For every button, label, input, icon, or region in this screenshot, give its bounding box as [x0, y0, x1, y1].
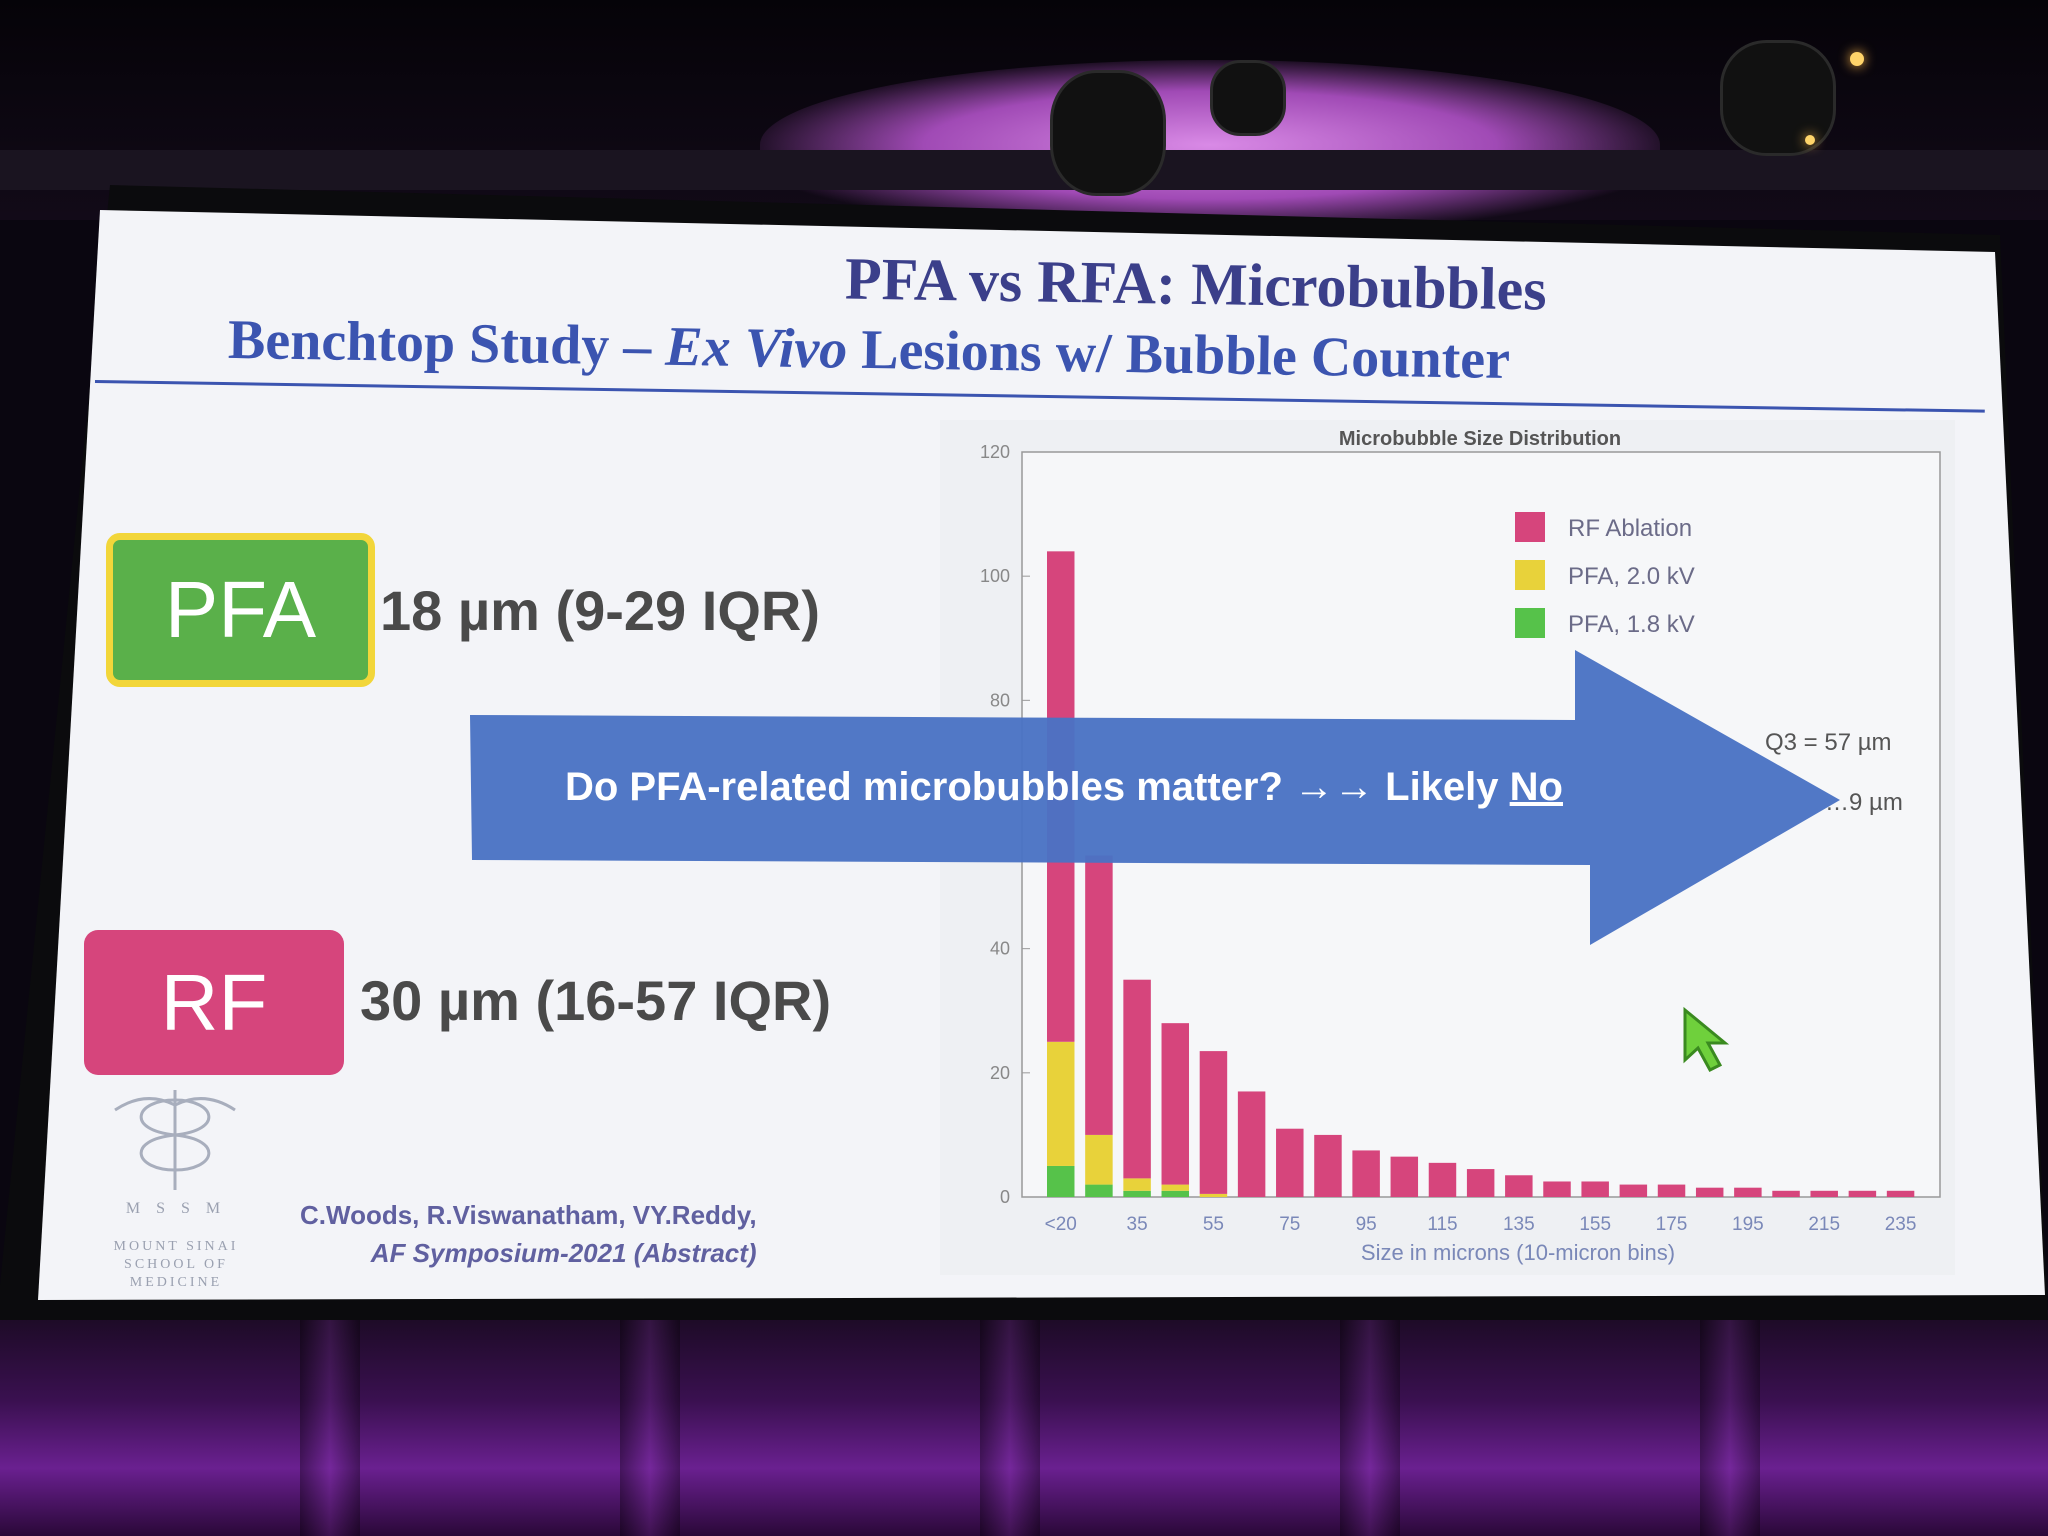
- stage-light-fixture: [1720, 40, 1836, 156]
- lighting-truss: [0, 150, 2048, 190]
- bar-segment: [1047, 1041, 1075, 1166]
- q3-annotation: Q3 = 57 µm: [1765, 729, 1892, 756]
- y-axis: 0 20 40 80 100 120: [980, 442, 1030, 1207]
- callout-arrow: [470, 650, 1840, 945]
- chart-title: Microbubble Size Distribution: [1339, 428, 1621, 450]
- partial-annotation: …9 µm: [1825, 789, 1903, 816]
- bar-segment: [1123, 1190, 1151, 1197]
- bar-segment: [1848, 1190, 1877, 1197]
- stage-curtain: [0, 1310, 2048, 1536]
- pfa-median-stat: 18 µm (9-29 IQR): [380, 579, 820, 642]
- bar-segment: [1695, 1187, 1724, 1197]
- bar-segment: [1810, 1190, 1838, 1197]
- callout-text: Do PFA-related microbubbles matter? →→ L…: [565, 765, 1563, 809]
- bar-segment: [1161, 1190, 1190, 1197]
- stage-spotlight: [1805, 135, 1815, 145]
- x-tick-label: 175: [1656, 1214, 1688, 1235]
- curtain-fold: [1700, 1310, 1760, 1536]
- x-tick-label: 55: [1203, 1214, 1224, 1235]
- bar-segment: [1657, 1184, 1686, 1197]
- curtain-fold: [980, 1310, 1040, 1536]
- bar-segment: [1123, 1178, 1151, 1191]
- rf-median-stat: 30 µm (16-57 IQR): [360, 969, 832, 1032]
- legend-swatch: [1515, 560, 1545, 590]
- bar-segment: [1466, 1169, 1495, 1197]
- bar-segment: [1237, 1091, 1266, 1197]
- x-tick-label: 135: [1503, 1214, 1535, 1235]
- medical-caduceus-logo: [114, 1090, 236, 1190]
- curtain-fold: [1340, 1310, 1400, 1536]
- bar-segment: [1352, 1150, 1380, 1197]
- bar-segment: [1428, 1162, 1457, 1197]
- rf-badge: RF: [84, 930, 344, 1075]
- bar-segment: [1505, 1175, 1533, 1197]
- x-axis-label: Size in microns (10-micron bins): [1361, 1240, 1675, 1265]
- bar-segment: [1085, 1184, 1113, 1197]
- legend-label: RF Ablation: [1568, 515, 1692, 542]
- bar-segment: [1886, 1190, 1915, 1197]
- x-tick-label: 35: [1127, 1214, 1148, 1235]
- x-tick-label: 215: [1808, 1214, 1840, 1235]
- cursor-arrow-icon: [1683, 1006, 1730, 1072]
- x-tick-label: 155: [1579, 1214, 1611, 1235]
- y-tick-label: 80: [990, 690, 1010, 710]
- x-tick-label: <20: [1045, 1214, 1077, 1235]
- pfa-badge: PFA: [106, 533, 375, 687]
- bar-segment: [1314, 1134, 1342, 1197]
- y-tick-label: 20: [990, 1063, 1010, 1083]
- curtain-fold: [620, 1310, 680, 1536]
- bar-segment: [1581, 1181, 1609, 1197]
- y-tick-label: 40: [990, 939, 1010, 959]
- citation: C.Woods, R.Viswanatham, VY.Reddy, AF Sym…: [300, 1200, 757, 1268]
- bar-segment: [1161, 1184, 1190, 1191]
- bar-segment: [1085, 1134, 1113, 1185]
- stage-spotlight: [1850, 52, 1864, 66]
- y-tick-label: 0: [1000, 1187, 1010, 1207]
- bar-segment: [1199, 1193, 1228, 1197]
- bar-segment: [1734, 1187, 1762, 1197]
- y-tick-label: 100: [980, 566, 1010, 586]
- x-tick-label: 115: [1427, 1214, 1457, 1235]
- slide-title: PFA vs RFA: Microbubbles: [844, 245, 1548, 323]
- legend-label: PFA, 2.0 kV: [1568, 563, 1695, 590]
- title-rule: [94, 380, 1985, 413]
- x-tick-label: 195: [1732, 1214, 1764, 1235]
- legend-swatch: [1515, 608, 1545, 638]
- chart-legend: RF Ablation PFA, 2.0 kV PFA, 1.8 kV: [1515, 512, 1695, 638]
- x-tick-label: 95: [1356, 1214, 1377, 1235]
- x-tick-label: 235: [1885, 1214, 1917, 1235]
- y-tick-label: 120: [980, 442, 1010, 462]
- stage-light-fixture: [1050, 70, 1166, 196]
- stage-light-fixture: [1210, 60, 1286, 136]
- legend-swatch: [1515, 512, 1545, 542]
- bar-segment: [1085, 855, 1113, 1135]
- bar-segment: [1619, 1184, 1648, 1197]
- bar-segment: [1390, 1156, 1419, 1197]
- bar-segment: [1199, 1051, 1228, 1194]
- bar-segment: [1123, 979, 1151, 1179]
- bar-segment: [1772, 1190, 1800, 1197]
- legend-label: PFA, 1.8 kV: [1568, 611, 1695, 638]
- x-axis: <20 35 55 75 95 115 135 155 175 195 215 235: [1045, 1214, 1917, 1235]
- bar-segment: [1543, 1181, 1571, 1197]
- bar-segment: [1161, 1023, 1190, 1185]
- institution-logo-text: M S S M MOUNT SINAI SCHOOL OF MEDICINE: [113, 1200, 239, 1290]
- curtain-fold: [300, 1310, 360, 1536]
- bar-segment: [1276, 1128, 1304, 1197]
- bar-segment: [1047, 1165, 1075, 1197]
- x-tick-label: 75: [1279, 1214, 1300, 1235]
